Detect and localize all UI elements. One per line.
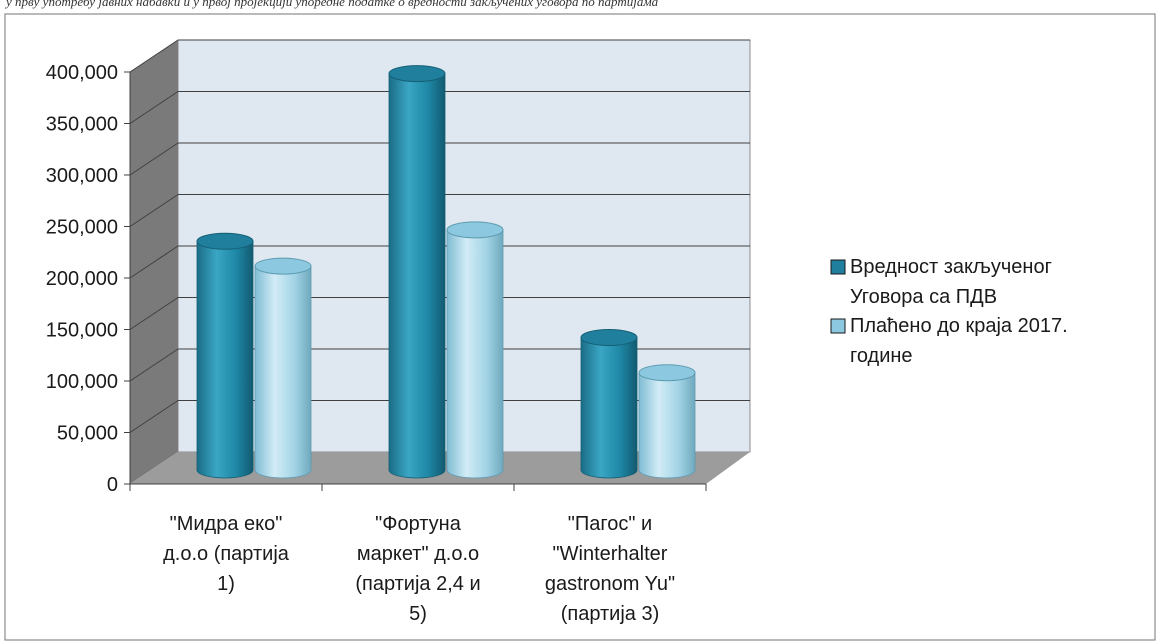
x-category-label: "Мидра еко" д.о.о (партија 1) [163,513,290,595]
bar-cylinder-contract-value [580,337,638,479]
gridline-side [129,348,179,382]
bar-cap [580,329,638,347]
x-category-label-line: 5) [409,603,427,625]
bar-cylinder-paid-2017 [254,265,312,479]
y-axis: 0 50,000 100,000 150,000 200,000 250,000 300,0… [46,62,131,496]
bars [196,65,696,479]
x-category-label: "Фортуна маркет" д.о.о (партија 2,4 и 5) [355,513,480,625]
y-tick-label: 350,000 [46,114,118,136]
bar-cap [388,65,446,83]
y-tick-label: 50,000 [57,423,118,445]
x-category-label-line: (партија 3) [561,603,660,625]
y-tick-label: 300,000 [46,165,118,187]
y-tick-label: 200,000 [46,268,118,290]
gridline-side [129,194,179,227]
gridline-side [129,39,179,73]
x-category-label: "Пагос" и "Winterhalter gastronom Yu" (парт… [545,513,675,625]
y-tick-label: 0 [107,474,118,496]
legend-swatch-paid-2017 [830,318,846,334]
y-tick-label: 150,000 [46,320,118,342]
legend-line: Уговора са ПДВ [850,286,997,308]
gridline-side [129,142,179,176]
x-category-label-line: "Фортуна [375,513,462,535]
x-category-label-line: маркет" д.о.о [357,543,479,565]
gridline-side [129,91,179,124]
legend-swatch-contract-value [830,259,846,275]
bar-cap [446,221,504,239]
x-axis: "Мидра еко" д.о.о (партија 1) "Фортуна марке… [129,483,707,625]
legend-line: године [850,345,913,367]
gridline-side [129,400,179,433]
x-category-label-line: 1) [217,573,235,595]
gridline-side [129,245,179,279]
legend-line: Плаћено до краја 2017. [850,315,1068,337]
x-category-label-line: "Мидра еко" [170,513,283,535]
x-category-label-line: (партија 2,4 и [355,573,480,595]
bar-cylinder-contract-value [196,240,254,479]
legend-label-paid-2017: Плаћено до краја 2017. године [850,315,1073,367]
bar-cylinder-contract-value [388,73,446,479]
top-caption: у прву употребу јавних набавки и у првој… [4,0,659,9]
bar-cap [254,257,312,275]
gridline-side [129,297,179,330]
x-category-label-line: "Пагос" и [568,513,652,535]
legend-label-contract-value: Вредност закљученог Уговора са ПДВ [850,256,1057,308]
x-category-label-line: "Winterhalter [553,543,668,565]
legend-line: Вредност закљученог [850,256,1052,278]
y-tick-label: 100,000 [46,371,118,393]
bar-cap [638,364,696,382]
x-category-label-line: gastronom Yu" [545,573,675,595]
bar-cylinder-paid-2017 [638,372,696,479]
y-tick-label: 400,000 [46,62,118,84]
y-tick-label: 250,000 [46,217,118,239]
bar-cylinder-paid-2017 [446,229,504,479]
legend: Вредност закљученог Уговора са ПДВ Плаће… [830,256,1073,367]
bar-cap [196,232,254,250]
x-category-label-line: д.о.о (партија [163,543,290,565]
